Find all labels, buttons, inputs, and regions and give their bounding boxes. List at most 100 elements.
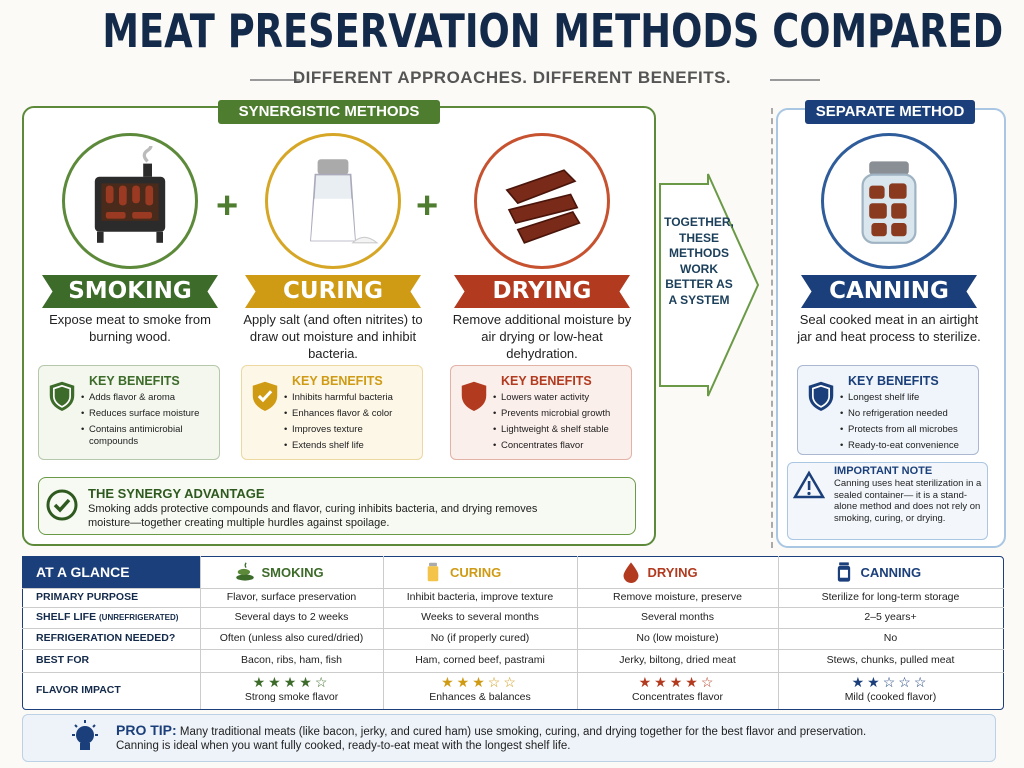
benefit-item: • Ready-to-eat convenience <box>840 440 976 452</box>
method-circle <box>821 133 957 269</box>
subtitle: DIFFERENT APPROACHES. DIFFERENT BENEFITS… <box>292 68 732 87</box>
icon <box>252 381 278 411</box>
check-icon <box>46 489 78 521</box>
note-box <box>787 462 988 540</box>
benefit-text: Lowers water activity <box>501 392 590 403</box>
star-filled: ★ <box>654 674 670 690</box>
row-label-text: REFRIGERATION NEEDED? <box>36 632 176 644</box>
benefits-icon <box>804 376 838 416</box>
cell: Ham, corned beef, pastrami <box>415 654 545 666</box>
row-divider <box>22 607 1004 608</box>
star-filled: ★ <box>669 674 686 690</box>
column-divider <box>577 556 578 709</box>
bullet: • <box>81 392 85 403</box>
benefit-text: Prevents microbial growth <box>501 408 611 419</box>
star-filled: ★ <box>283 674 300 690</box>
bullet: • <box>284 408 288 419</box>
row-label-text: BEST FOR <box>36 654 90 666</box>
flavor-note: Enhances & balances <box>429 691 531 703</box>
cell: Sterilize for long-term storage <box>821 591 960 603</box>
tip-label: PRO TIP: <box>116 722 177 738</box>
icon <box>94 140 166 243</box>
bulb-icon <box>72 720 98 750</box>
row-label: BEST FOR <box>22 649 200 672</box>
benefits-icon <box>457 376 491 416</box>
benefit-item: • Concentrates flavor <box>493 440 629 452</box>
table-title: AT A GLANCE <box>22 556 200 588</box>
icon <box>837 562 850 582</box>
method-circle <box>474 133 610 269</box>
bullet: • <box>493 392 497 403</box>
synergy-text: Smoking adds protective compounds and fl… <box>88 503 538 529</box>
benefit-text: Adds flavor & aroma <box>89 392 176 403</box>
column-icon <box>833 561 855 583</box>
arrow <box>659 173 760 397</box>
title: MEAT PRESERVATION METHODS COMPARED <box>102 4 1004 58</box>
tip-text: Canning is ideal when you want fully coo… <box>116 740 571 752</box>
benefit-item: • Lowers water activity <box>493 392 629 404</box>
rule <box>250 79 300 81</box>
tip-box <box>22 714 996 762</box>
plus: + <box>416 185 439 227</box>
benefit-item: • Adds flavor & aroma <box>81 392 217 404</box>
benefit-item: • Contains antimicrobial compounds <box>81 424 217 448</box>
star-empty: ☆ <box>700 674 717 690</box>
star-filled: ★ <box>867 674 883 690</box>
star-empty: ☆ <box>487 674 504 690</box>
benefits-title: KEY BENEFITS <box>292 374 383 388</box>
benefit-text: Enhances flavor & color <box>292 408 393 419</box>
benefit-text: Inhibits harmful bacteria <box>292 392 393 403</box>
method-description: Expose meat to smoke from burning wood. <box>49 312 211 344</box>
bullet: • <box>493 440 497 451</box>
row-label: FLAVOR IMPACT <box>36 684 121 696</box>
star-rating: ★★☆☆☆ <box>778 673 1003 691</box>
benefit-item: • Improves texture <box>284 424 420 436</box>
method-description: Seal cooked meat in an airtight jar and … <box>797 312 981 344</box>
column-divider <box>200 556 201 709</box>
plus: + <box>216 185 239 227</box>
star-filled: ★ <box>851 674 868 690</box>
bullet: • <box>493 424 497 435</box>
benefit-item: • Extends shelf life <box>284 440 420 452</box>
row-divider <box>22 649 1004 650</box>
star-empty: ☆ <box>503 674 519 690</box>
benefit-text: Concentrates flavor <box>501 440 584 451</box>
star-empty: ☆ <box>898 674 914 690</box>
row-label-note: (UNREFRIGERATED) <box>99 613 179 622</box>
cell: Several days to 2 weeks <box>234 611 349 623</box>
benefit-item: • Lightweight & shelf stable <box>493 424 629 436</box>
icon <box>808 381 834 411</box>
column-name: DRYING <box>647 565 698 580</box>
flavor-note: Strong smoke flavor <box>244 691 339 703</box>
benefit-text: Lightweight & shelf stable <box>501 424 609 435</box>
icon <box>427 562 439 582</box>
section-tab: SEPARATE METHOD <box>805 100 975 124</box>
icon <box>310 159 379 244</box>
benefit-text: Extends shelf life <box>292 440 364 451</box>
star-filled: ★ <box>472 674 488 690</box>
column-icon <box>422 561 444 583</box>
row-divider <box>22 628 1004 629</box>
synergy-box <box>38 477 636 535</box>
benefit-item: • No refrigeration needed <box>840 408 976 420</box>
note-text: Canning uses heat sterilization in a sea… <box>834 478 982 524</box>
benefit-text: Protects from all microbes <box>848 424 958 435</box>
row-label: PRIMARY PURPOSE <box>22 588 200 607</box>
warning-icon <box>793 470 825 499</box>
icon <box>861 161 917 244</box>
flavor-note: Mild (cooked flavor) <box>844 691 937 703</box>
method-name: SMOKING <box>42 275 218 308</box>
benefit-text: Reduces surface moisture <box>89 408 200 419</box>
column-name: CANNING <box>860 565 922 580</box>
benefits-title: KEY BENEFITS <box>89 374 180 388</box>
benefits-box: KEY BENEFITS • Adds flavor & aroma • Reduces… <box>38 365 220 460</box>
benefits-title: KEY BENEFITS <box>848 374 939 388</box>
row-divider <box>22 672 1004 673</box>
cell: No <box>883 632 898 644</box>
cell: Bacon, ribs, ham, fish <box>241 654 342 666</box>
benefits-icon <box>248 376 282 416</box>
star-empty: ☆ <box>314 674 331 690</box>
benefit-item: • Inhibits harmful bacteria <box>284 392 420 404</box>
star-filled: ★ <box>252 674 269 690</box>
icon <box>461 381 487 411</box>
